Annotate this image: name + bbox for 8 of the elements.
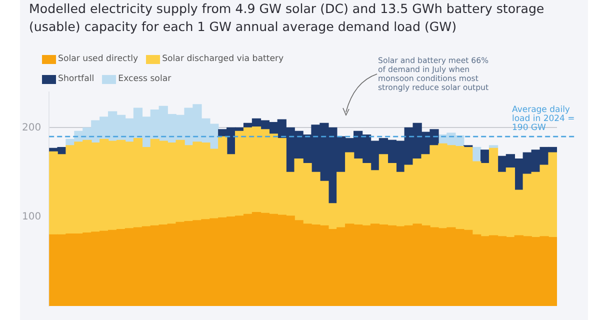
legend-label: Solar used directly (58, 54, 138, 64)
chart-title: Modelled electricity supply from 4.9 GW solar (DC) and 13.5 GWh battery storage (usable) capacity for each 1 GW annual average demand load (GW) (29, 0, 546, 36)
legend-label: Solar discharged via battery (162, 54, 284, 64)
legend-label: Excess solar (118, 74, 172, 84)
legend-label: Shortfall (58, 74, 94, 84)
y-tick-label: 100 (22, 211, 42, 222)
y-tick-label: 200 (22, 122, 42, 134)
ref-line-label: Average daily load in 2024 = 190 GW (512, 105, 576, 133)
